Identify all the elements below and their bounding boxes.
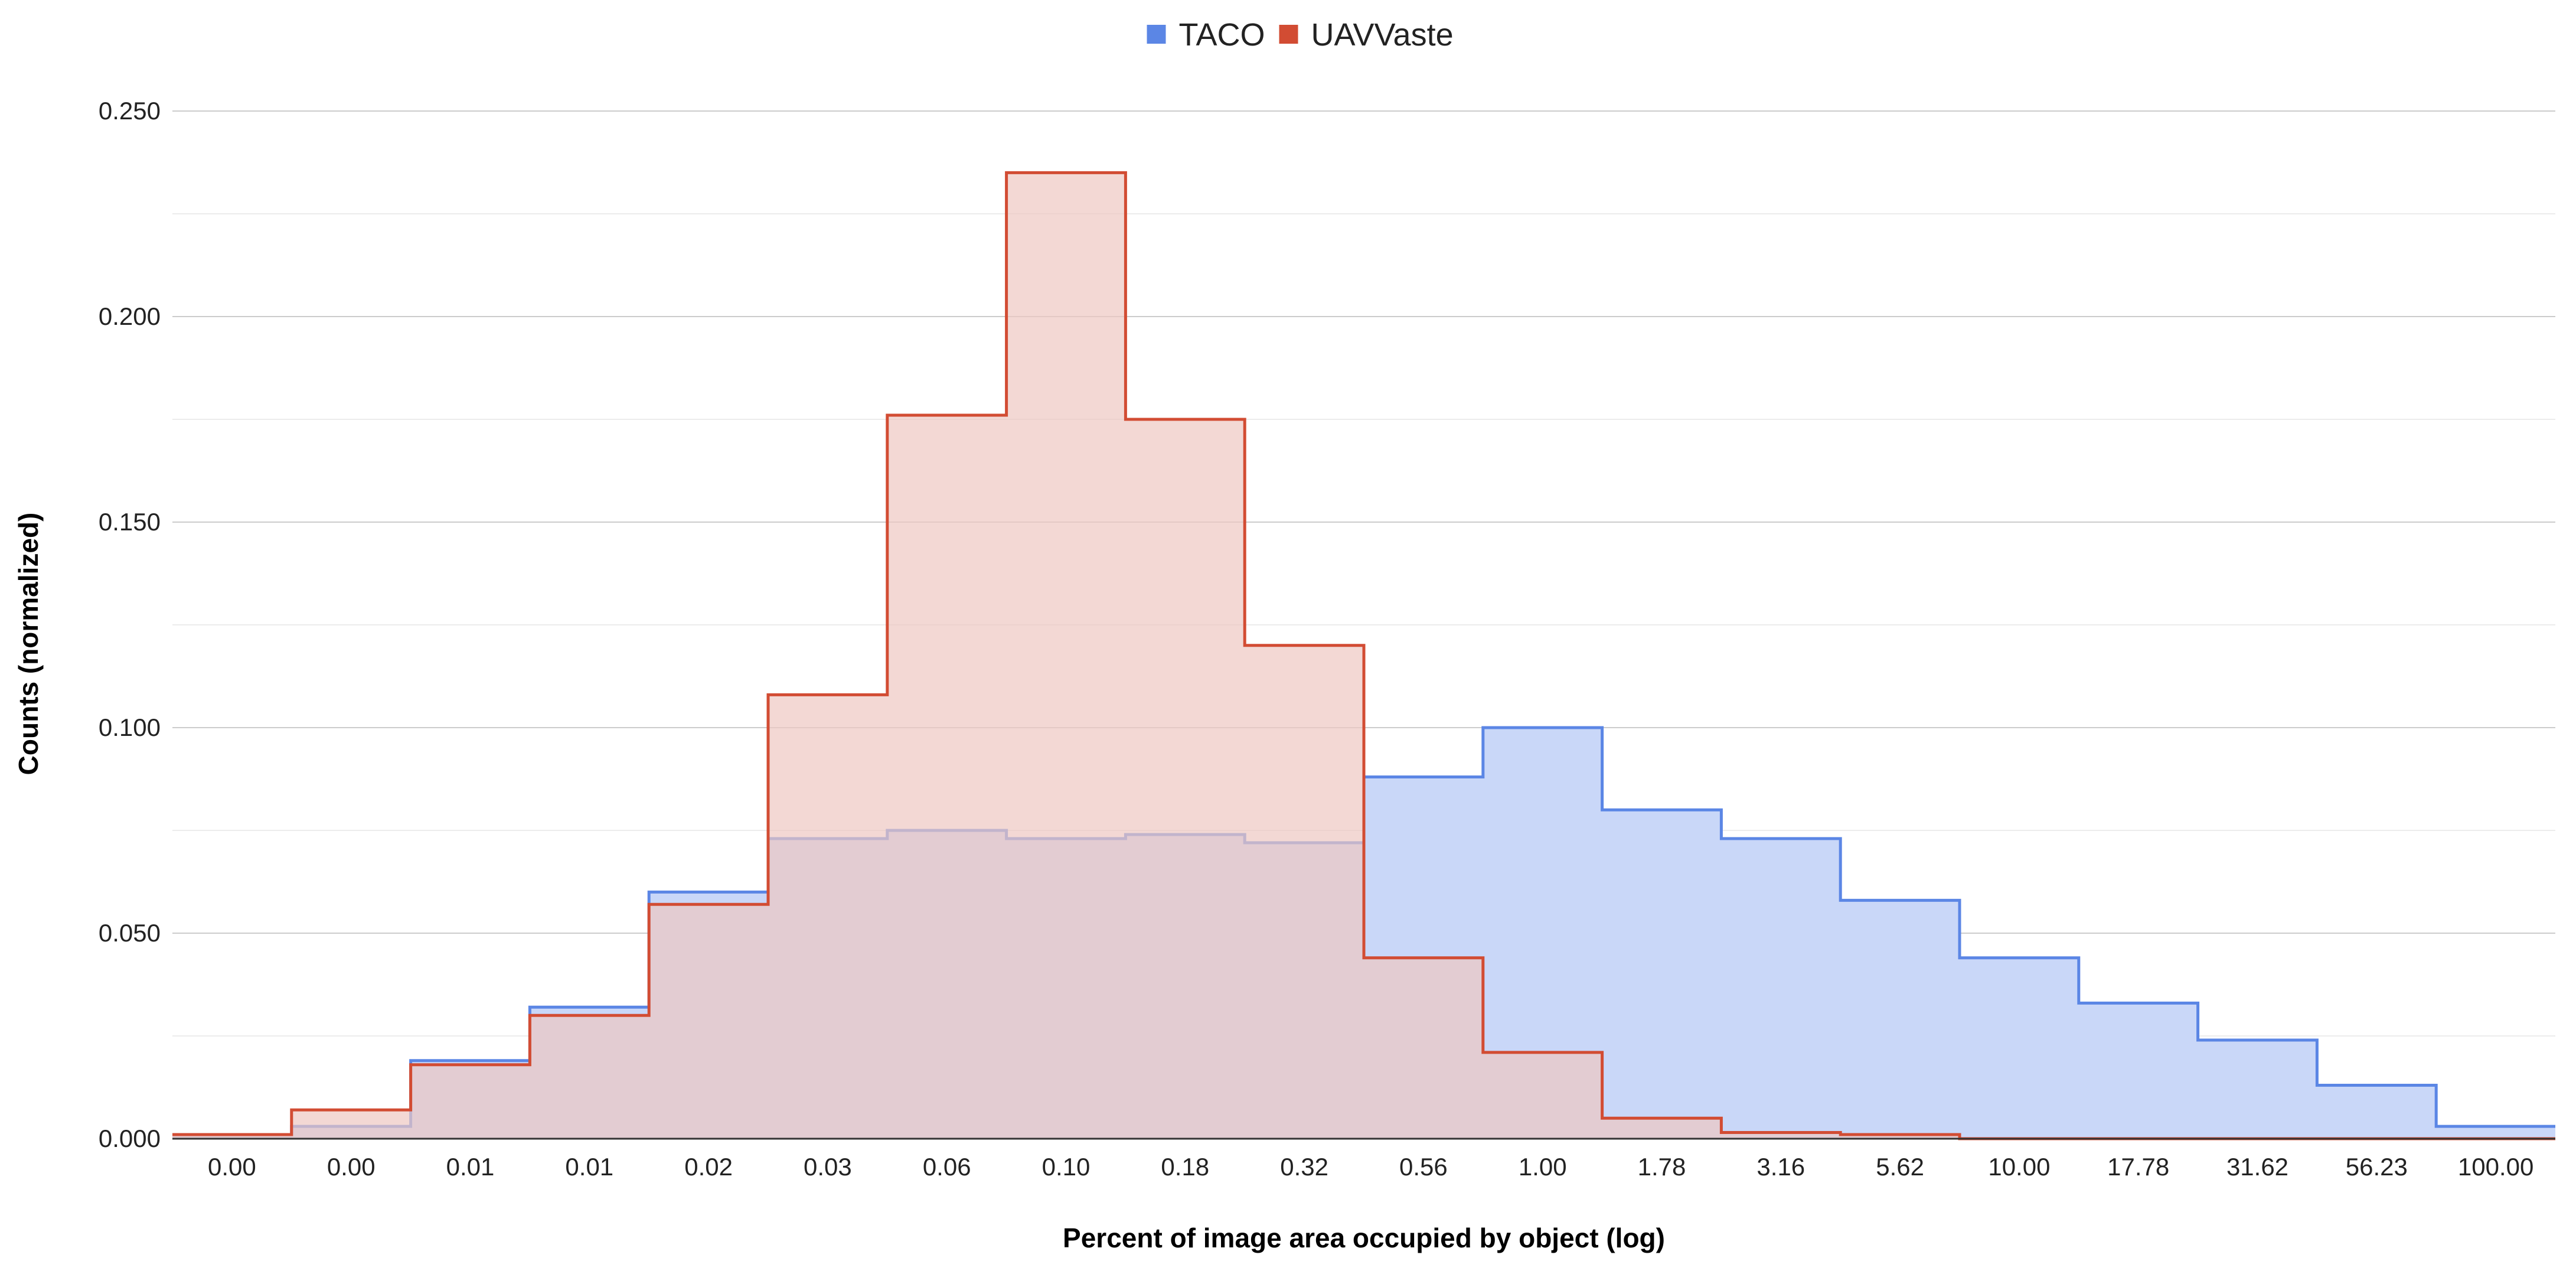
- y-tick-label: 0.200: [99, 302, 161, 330]
- y-tick-label: 0.050: [99, 919, 161, 947]
- x-axis-title: Percent of image area occupied by object…: [1063, 1223, 1665, 1253]
- legend-swatch-uavvaste: [1279, 25, 1298, 44]
- x-tick-label: 0.00: [208, 1153, 256, 1181]
- y-axis-title: Counts (normalized): [13, 513, 44, 775]
- y-tick-label: 0.250: [99, 97, 161, 125]
- x-tick-label: 0.02: [684, 1153, 733, 1181]
- x-tick-label: 1.78: [1638, 1153, 1686, 1181]
- x-tick-label: 0.00: [327, 1153, 376, 1181]
- x-tick-label: 1.00: [1519, 1153, 1567, 1181]
- x-tick-label: 100.00: [2458, 1153, 2533, 1181]
- x-tick-label: 10.00: [1988, 1153, 2050, 1181]
- x-tick-label: 0.01: [446, 1153, 495, 1181]
- legend-label-uavvaste: UAVVaste: [1311, 17, 1454, 53]
- series-layer: [172, 171, 2555, 1140]
- x-tick-label: 0.03: [804, 1153, 852, 1181]
- x-tick-label: 0.06: [923, 1153, 971, 1181]
- x-tick-label: 0.10: [1042, 1153, 1091, 1181]
- x-tick-label: 3.16: [1756, 1153, 1805, 1181]
- x-tick-label: 56.23: [2346, 1153, 2408, 1181]
- x-tick-label: 5.62: [1876, 1153, 1924, 1181]
- x-tick-label: 0.32: [1280, 1153, 1328, 1181]
- legend-label-taco: TACO: [1179, 17, 1265, 53]
- x-tick-label: 0.01: [565, 1153, 613, 1181]
- legend-swatch-taco: [1147, 25, 1166, 44]
- y-tick-label: 0.100: [99, 713, 161, 741]
- legend: TACO UAVVaste: [1147, 17, 1454, 53]
- y-tick-label: 0.000: [99, 1125, 161, 1152]
- y-tick-labels: 0.000 0.050 0.100 0.150 0.200 0.250: [99, 97, 161, 1152]
- series-line-uavvaste: [172, 171, 2555, 1140]
- x-tick-labels: 0.00 0.00 0.01 0.01 0.02 0.03 0.06 0.10 0.18 0.32…: [208, 1153, 2533, 1181]
- y-tick-label: 0.150: [99, 508, 161, 536]
- x-tick-label: 17.78: [2107, 1153, 2169, 1181]
- x-tick-label: 0.56: [1399, 1153, 1448, 1181]
- x-tick-label: 0.18: [1161, 1153, 1209, 1181]
- x-tick-label: 31.62: [2226, 1153, 2288, 1181]
